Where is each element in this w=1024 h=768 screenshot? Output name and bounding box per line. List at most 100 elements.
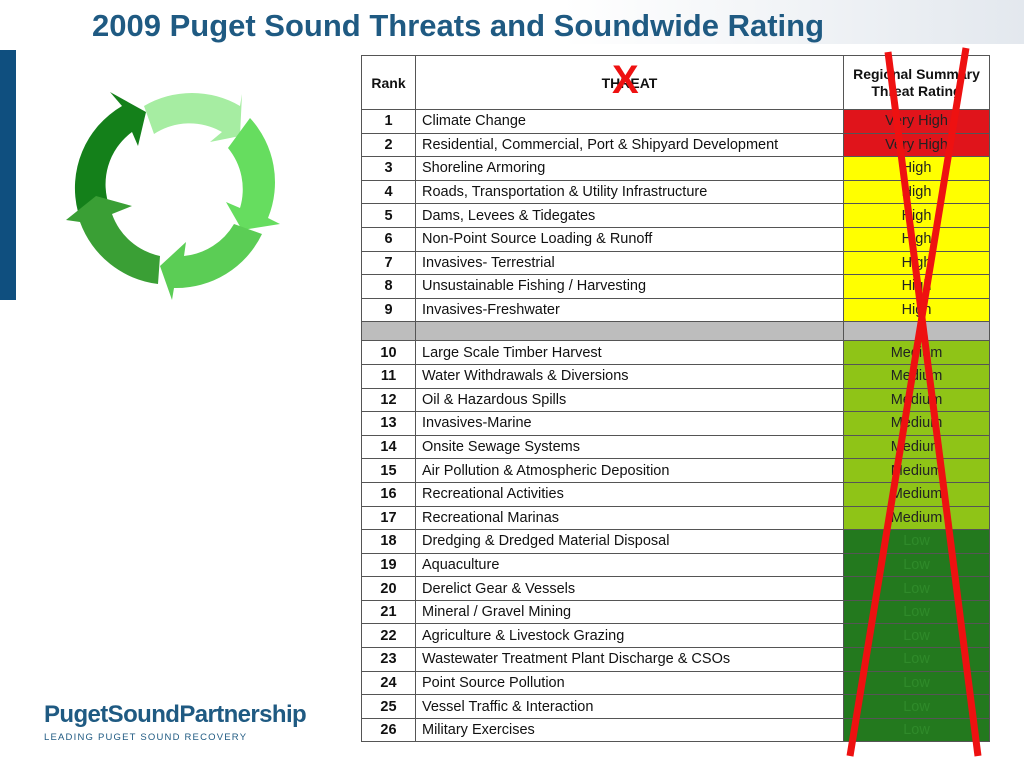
table-row: 15 Air Pollution & Atmospheric Deposition… [361,458,990,483]
table-row: 4 Roads, Transportation & Utility Infrast… [361,179,990,205]
rank-cell: 4 [361,179,416,205]
rating-cell: Low [843,529,990,554]
rating-cell: High [843,274,990,299]
rank-cell: 22 [361,623,416,649]
table-row: 21 Mineral / Gravel Mining Low [361,599,990,625]
table-row: 8 Unsustainable Fishing / Harvesting High [361,274,990,299]
table-row: 16 Recreational Activities Medium [361,481,990,507]
cycle-arrow-bright [226,118,280,230]
rating-cell: High [843,156,990,181]
threat-cell: Invasives-Marine [415,411,844,436]
rank-cell: 18 [361,529,416,554]
rating-cell: High [843,297,990,323]
threat-cell: Wastewater Treatment Plant Discharge & C… [415,647,844,672]
rating-cell: Medium [843,411,990,436]
rank-cell: 16 [361,481,416,507]
table-row: 14 Onsite Sewage Systems Medium [361,434,990,460]
table-row: 24 Point Source Pollution Low [361,670,990,696]
rank-cell: 24 [361,670,416,696]
table-row: 26 Military Exercises Low [361,717,990,743]
table-row: 12 Oil & Hazardous Spills Medium [361,387,990,413]
threat-cell: Large Scale Timber Harvest [415,340,844,365]
table-row: 13 Invasives-Marine Medium [361,411,990,436]
table-row: 18 Dredging & Dredged Material Disposal Lo… [361,529,990,554]
rank-cell: 12 [361,387,416,413]
cycle-arrow-bottom [66,196,160,284]
threat-cell: Invasives-Freshwater [415,297,844,323]
table-row: 3 Shoreline Armoring High [361,156,990,181]
threat-cell: Recreational Marinas [415,505,844,531]
rating-cell: Low [843,552,990,578]
cycle-arrow-medium [160,224,262,300]
threat-cell: Unsustainable Fishing / Harvesting [415,274,844,299]
rank-cell: 11 [361,363,416,389]
rank-cell: 8 [361,274,416,299]
rating-cell: High [843,250,990,276]
rating-cell: Low [843,670,990,696]
table-separator [361,321,990,342]
rank-cell: 2 [361,132,416,158]
rating-cell: High [843,179,990,205]
rating-cell: High [843,226,990,252]
table-row: 19 Aquaculture Low [361,552,990,578]
threat-cell: Aquaculture [415,552,844,578]
rating-cell: Medium [843,387,990,413]
table-row: 10 Large Scale Timber Harvest Medium [361,340,990,365]
rank-cell: 14 [361,434,416,460]
left-accent-bar [0,50,16,300]
rank-cell: 25 [361,694,416,719]
rank-cell: 19 [361,552,416,578]
rating-cell: Low [843,576,990,601]
rank-cell: 3 [361,156,416,181]
rating-cell: Medium [843,458,990,483]
rating-cell: High [843,203,990,228]
threat-cell: Point Source Pollution [415,670,844,696]
threat-table: Rank THREAT Regional Summary Threat Rati… [361,55,990,745]
threat-cell: Mineral / Gravel Mining [415,599,844,625]
rating-cell: Medium [843,434,990,460]
separator-row [361,321,990,342]
header-threat: THREAT [415,55,844,110]
header-rating: Regional Summary Threat Rating [843,55,990,110]
rating-cell: Low [843,694,990,719]
table-row: 23 Wastewater Treatment Plant Discharge &… [361,647,990,672]
table-row: 5 Dams, Levees & Tidegates High [361,203,990,228]
brand-tagline: LEADING PUGET SOUND RECOVERY [44,732,248,743]
rank-cell: 20 [361,576,416,601]
rating-cell: Medium [843,505,990,531]
threat-cell: Air Pollution & Atmospheric Deposition [415,458,844,483]
threat-cell: Residential, Commercial, Port & Shipyard… [415,132,844,158]
rating-cell: Medium [843,340,990,365]
threat-cell: Dams, Levees & Tidegates [415,203,844,228]
rank-cell: 10 [361,340,416,365]
table-row: 7 Invasives- Terrestrial High [361,250,990,276]
table-body-top: 1 Climate Change Very High 2 Residential, Co… [361,109,990,323]
cycle-arrow-light [144,92,242,142]
threat-cell: Recreational Activities [415,481,844,507]
threat-cell: Shoreline Armoring [415,156,844,181]
cycle-arrows-icon [66,92,280,300]
table-row: 25 Vessel Traffic & Interaction Low [361,694,990,719]
table-row: 22 Agriculture & Livestock Grazing Low [361,623,990,649]
rank-cell: 23 [361,647,416,672]
rating-cell: Low [843,623,990,649]
threat-cell: Water Withdrawals & Diversions [415,363,844,389]
brand-logo: PugetSoundPartnership [44,701,307,728]
rank-cell: 13 [361,411,416,436]
table-row: 20 Derelict Gear & Vessels Low [361,576,990,601]
table-header-row: Rank THREAT Regional Summary Threat Rati… [361,55,990,110]
threat-cell: Onsite Sewage Systems [415,434,844,460]
top-band [0,0,1024,44]
cycle-arrow-dark [74,92,146,212]
table-body-bottom: 10 Large Scale Timber Harvest Medium 11 Wate… [361,340,990,743]
rank-cell: 26 [361,717,416,743]
threat-cell: Vessel Traffic & Interaction [415,694,844,719]
rating-cell: Medium [843,481,990,507]
header-rank: Rank [361,55,416,110]
rating-cell: Very High [843,132,990,158]
slide-title: 2009 Puget Sound Threats and Soundwide R… [92,8,825,43]
table-row: 1 Climate Change Very High [361,109,990,134]
threat-cell: Climate Change [415,109,844,134]
rating-cell: Low [843,647,990,672]
table-row: 17 Recreational Marinas Medium [361,505,990,531]
